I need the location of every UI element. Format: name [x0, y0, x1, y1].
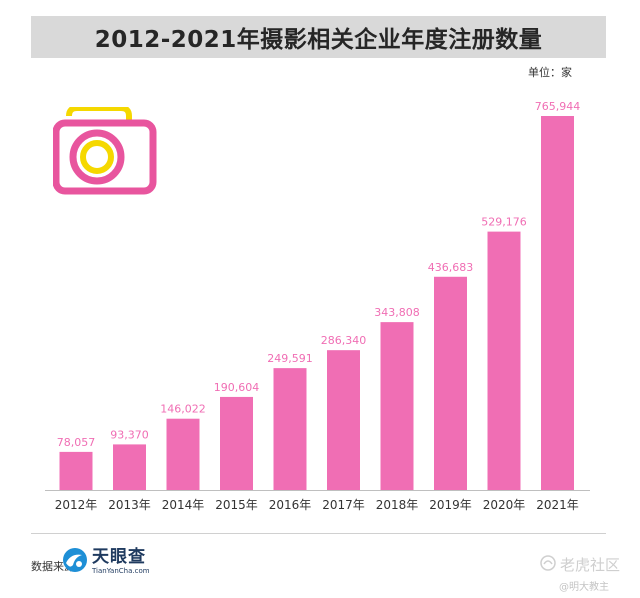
value-label: 765,944 — [535, 100, 581, 113]
bar-2012年 — [59, 451, 93, 490]
x-tick-label: 2019年 — [429, 498, 472, 512]
value-label: 436,683 — [428, 261, 474, 274]
x-tick-label: 2017年 — [322, 498, 365, 512]
bar-2014年 — [166, 418, 200, 490]
value-label: 78,057 — [57, 436, 96, 449]
x-tick-label: 2013年 — [108, 498, 151, 512]
watermark-sub: @明大教主 — [559, 582, 609, 593]
logo-name-en: TianYanCha.com — [92, 567, 150, 575]
unit-label: 单位：家 — [528, 66, 572, 79]
logo-name-cn: 天眼查 — [92, 547, 146, 567]
watermark: 老虎社区 — [540, 554, 620, 575]
bar-2018年 — [380, 322, 414, 490]
x-tick-label: 2012年 — [55, 498, 98, 512]
bar-2021年 — [541, 116, 574, 490]
tianyancha-logo: 天眼查 TianYanCha.com — [62, 547, 150, 577]
x-tick-label: 2020年 — [483, 498, 526, 512]
value-label: 249,591 — [267, 352, 313, 365]
bar-2020年 — [487, 231, 521, 490]
camera-icon — [52, 105, 157, 199]
x-tick-label: 2018年 — [376, 498, 419, 512]
bar-2013年 — [113, 444, 146, 490]
value-label: 146,022 — [160, 403, 206, 416]
x-tick-label: 2021年 — [536, 498, 579, 512]
tiger-community-icon — [540, 554, 556, 575]
value-label: 190,604 — [214, 381, 260, 394]
value-label: 529,176 — [481, 216, 527, 229]
x-tick-label: 2014年 — [162, 498, 205, 512]
value-label: 93,370 — [110, 428, 149, 441]
bar-2015年 — [220, 396, 253, 490]
watermark-text: 老虎社区 — [560, 556, 621, 574]
value-label: 286,340 — [321, 334, 367, 347]
bar-2016年 — [273, 368, 307, 490]
bar-2019年 — [434, 276, 467, 490]
x-tick-label: 2015年 — [215, 498, 258, 512]
tianyancha-logo-icon — [62, 547, 88, 577]
value-label: 343,808 — [374, 306, 420, 319]
source-divider — [31, 533, 606, 534]
bar-2017年 — [327, 350, 360, 490]
x-tick-label: 2016年 — [269, 498, 312, 512]
chart-title: 2012-2021年摄影相关企业年度注册数量 — [94, 27, 543, 53]
title-bar: 2012-2021年摄影相关企业年度注册数量 — [31, 16, 606, 58]
